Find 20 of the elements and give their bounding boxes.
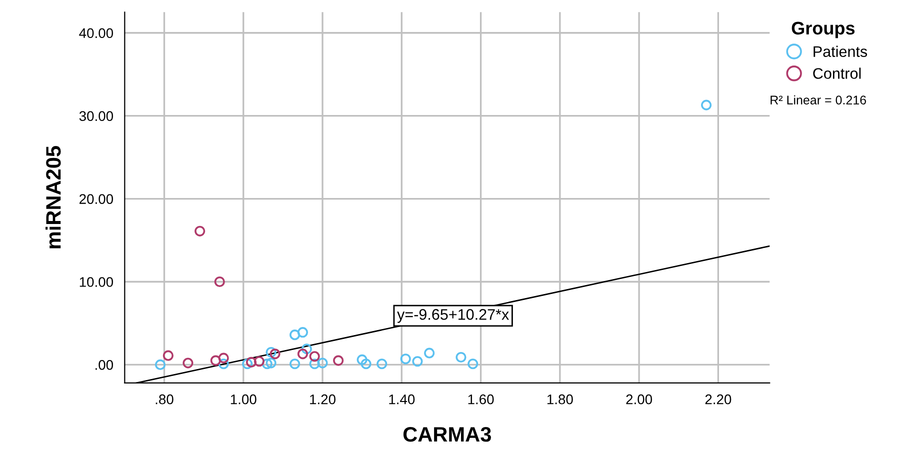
text: R² Linear = 0.216 — [770, 95, 866, 104]
x-axis-title: CARMA3 — [403, 427, 491, 442]
x-tick-label: 1.00 — [230, 394, 256, 404]
legend-label: Control — [813, 68, 861, 79]
y-tick-label: 20.00 — [80, 194, 114, 204]
x-tick-label: 1.40 — [389, 394, 415, 404]
x-tick-label: .80 — [156, 394, 174, 404]
x-tick-label: 1.80 — [547, 394, 573, 404]
x-tick-label: 1.20 — [310, 394, 336, 404]
x-tick-label: 1.60 — [468, 394, 494, 404]
y-axis-title: miRNA205 — [46, 146, 61, 248]
y-tick-label: 10.00 — [80, 277, 114, 287]
x-tick-label: 2.20 — [705, 394, 732, 404]
x-tick-label: 2.00 — [626, 394, 652, 404]
legend-label: Patients — [814, 46, 868, 58]
annotation: y=-9.65+10.27*x — [397, 309, 509, 323]
legend-title: Groups — [792, 22, 855, 38]
y-tick-label: .00 — [96, 360, 114, 370]
y-tick-label: 30.00 — [79, 111, 114, 122]
y-tick-label: 40.00 — [79, 28, 114, 38]
